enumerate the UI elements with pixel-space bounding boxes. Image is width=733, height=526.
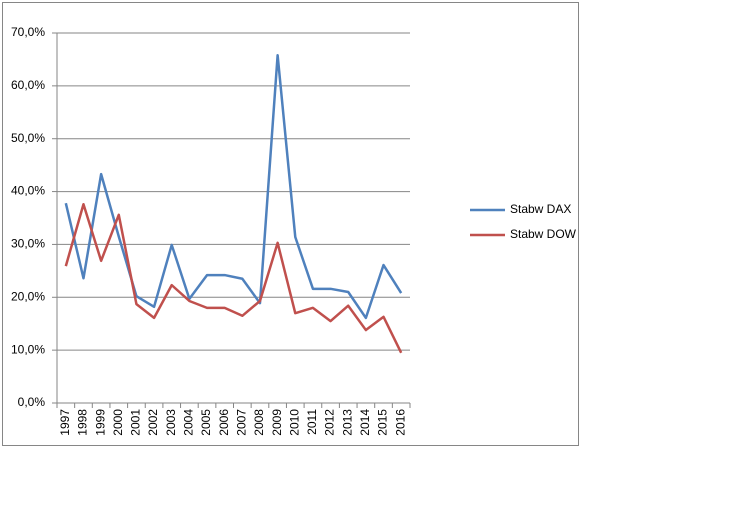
x-tick-label: 1998	[76, 409, 90, 436]
x-tick-label: 2005	[199, 409, 213, 436]
y-tick-label: 50,0%	[11, 131, 45, 145]
y-tick-label: 0,0%	[18, 395, 46, 409]
y-tick-label: 60,0%	[11, 78, 45, 92]
line-series	[64, 53, 403, 320]
x-tick-label: 2009	[270, 409, 284, 436]
legend-label: Stabw DOW	[510, 227, 577, 241]
y-tick-label: 70,0%	[11, 25, 45, 39]
x-tick-label: 2016	[393, 409, 407, 436]
line-series	[64, 203, 403, 354]
x-tick-label: 1999	[93, 409, 107, 436]
x-tick-label: 2014	[358, 409, 372, 436]
x-tick-label: 2008	[252, 409, 266, 436]
y-tick-label: 20,0%	[11, 289, 45, 303]
x-tick-label: 2002	[146, 409, 160, 436]
chart-frame	[2, 2, 579, 446]
x-tick-label: 2015	[376, 409, 390, 436]
x-tick-label: 2006	[217, 409, 231, 436]
x-tick-label: 2010	[287, 409, 301, 436]
y-tick-label: 30,0%	[11, 237, 45, 251]
x-tick-label: 2011	[305, 409, 319, 435]
x-tick-label: 2004	[182, 409, 196, 436]
x-tick-label: 2000	[111, 409, 125, 436]
x-tick-label: 2007	[234, 409, 248, 436]
x-tick-label: 2012	[323, 409, 337, 436]
legend-label: Stabw DAX	[510, 202, 571, 216]
y-tick-label: 40,0%	[11, 184, 45, 198]
x-tick-label: 2003	[164, 409, 178, 436]
y-tick-label: 10,0%	[11, 342, 45, 356]
x-tick-label: 2001	[129, 409, 143, 436]
x-tick-label: 1997	[58, 409, 72, 436]
x-tick-label: 2013	[340, 409, 354, 436]
